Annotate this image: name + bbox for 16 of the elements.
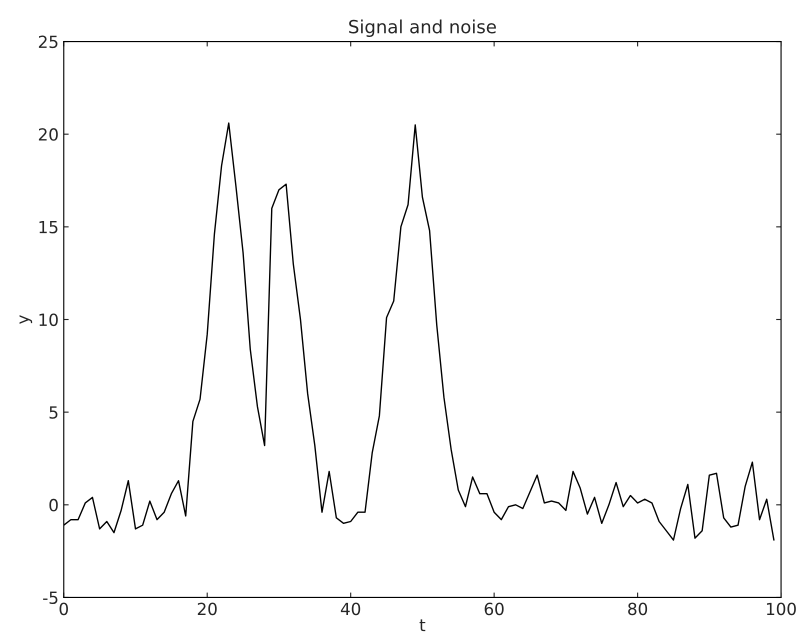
y-axis-title: y [20,315,32,324]
y-tick-label: 15 [40,221,58,234]
x-tick-label: 80 [628,602,648,616]
y-tick-label: 20 [38,128,58,141]
x-tick-label: 60 [484,602,504,616]
x-tick-label: 20 [198,602,217,616]
x-axis-title: t [420,619,426,632]
y-tick-label: 25 [38,35,58,48]
y-tick-label: 10 [40,313,58,326]
chart-title: Signal and noise [349,19,496,37]
x-tick-label: 40 [340,602,360,616]
y-tick-label: 0 [49,498,58,512]
y-tick-label: 5 [50,406,58,419]
y-tick-label: -5 [43,592,58,604]
x-tick-label: 0 [60,602,68,616]
x-tick-label: 100 [766,602,796,616]
